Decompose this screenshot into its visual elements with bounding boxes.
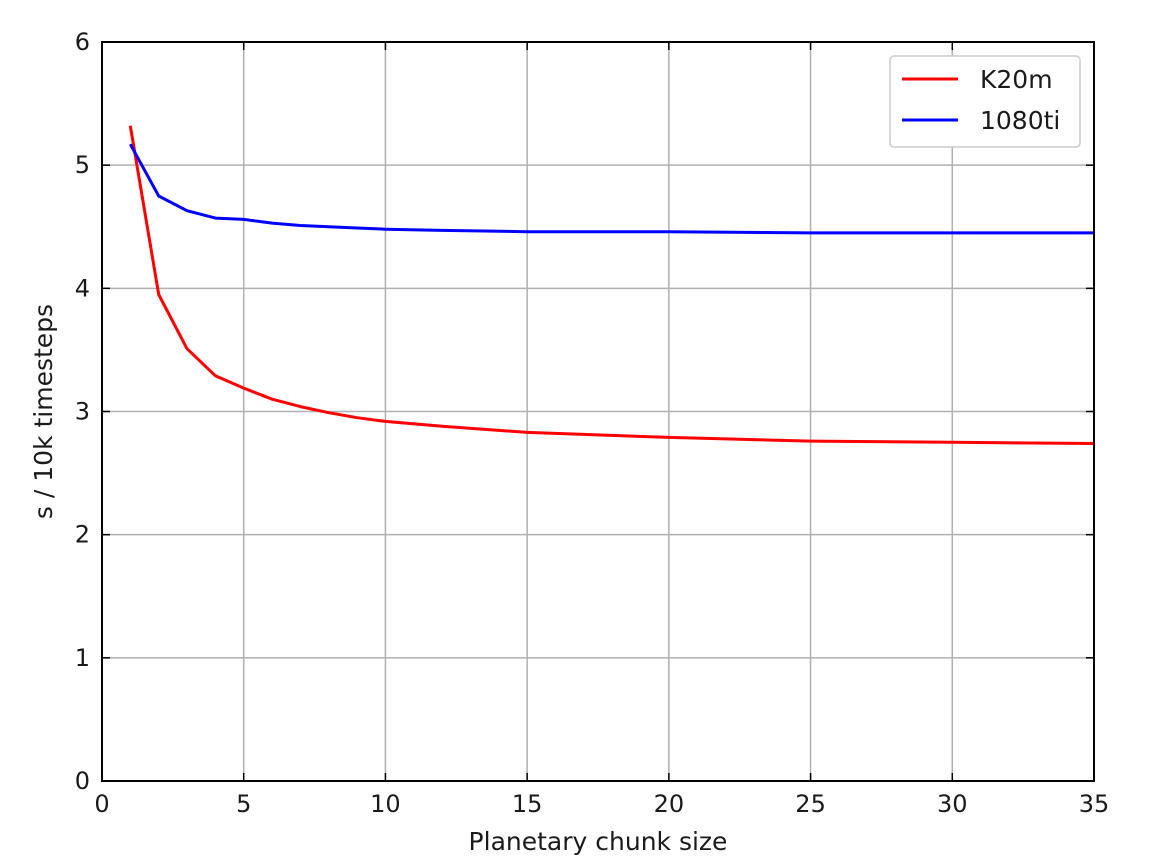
series-lines [128,125,1095,445]
x-tick-label: 25 [795,790,826,818]
y-tick-label: 1 [75,644,90,672]
y-tick-label: 6 [75,28,90,56]
axis-ticks [101,41,1095,782]
series-line-1080ti [128,143,1094,235]
x-tick-label: 0 [94,790,109,818]
y-axis-label: s / 10k timesteps [29,304,58,519]
series-line-k20m [128,125,1095,445]
y-tick-label: 4 [75,274,90,302]
y-tick-label: 2 [75,521,90,549]
legend: K20m 1080ti [889,55,1081,148]
x-axis-label: Planetary chunk size [469,827,728,856]
x-tick-label: 15 [512,790,543,818]
y-tick-label: 0 [75,767,90,795]
x-tick-label: 10 [370,790,401,818]
x-tick-label: 30 [937,790,968,818]
x-tick-label: 5 [236,790,251,818]
legend-label-k20m: K20m [980,65,1053,94]
y-tick-label: 5 [75,151,90,179]
x-tick-label: 35 [1079,790,1110,818]
legend-label-1080ti: 1080ti [980,106,1060,135]
tick-labels: 0 5 10 15 20 25 30 35 0 1 2 3 4 5 6 [75,28,1110,818]
x-tick-label: 20 [654,790,685,818]
y-tick-label: 3 [75,398,90,426]
